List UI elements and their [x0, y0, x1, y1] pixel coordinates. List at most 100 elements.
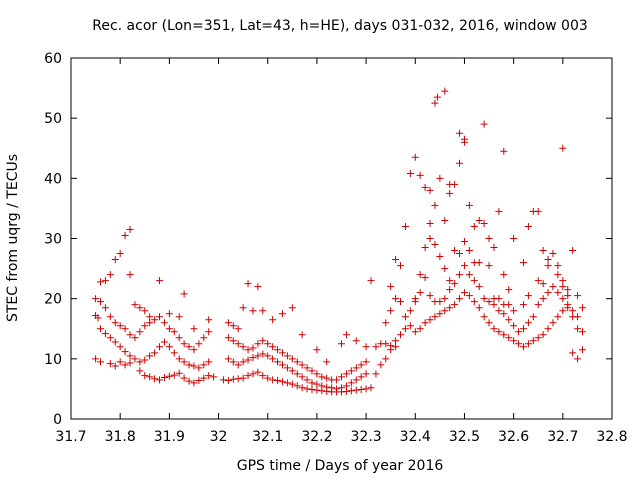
data-point	[421, 274, 429, 282]
data-point	[259, 307, 267, 315]
data-point	[475, 216, 483, 224]
data-point	[441, 87, 449, 95]
data-point	[131, 355, 139, 363]
data-point	[342, 382, 350, 390]
x-tick-label: 31.9	[154, 429, 185, 445]
data-point	[436, 253, 444, 261]
data-point	[549, 319, 557, 327]
data-point	[278, 349, 286, 357]
data-point	[529, 313, 537, 321]
data-point	[283, 379, 291, 387]
data-point	[136, 328, 144, 336]
data-point	[426, 186, 434, 194]
y-axis-label: STEC from uqrg / TECUs	[5, 154, 21, 322]
data-point	[451, 301, 459, 309]
data-point	[475, 283, 483, 291]
data-point	[274, 376, 282, 384]
data-point	[121, 361, 129, 369]
data-point	[534, 207, 542, 215]
data-point	[485, 235, 493, 242]
data-point	[323, 374, 331, 382]
data-point	[106, 313, 114, 321]
data-point	[524, 292, 532, 300]
data-point	[151, 375, 159, 383]
data-point	[151, 349, 159, 357]
data-point	[165, 372, 173, 380]
data-point	[426, 235, 434, 242]
data-point	[465, 271, 473, 279]
data-point	[141, 372, 149, 380]
data-point	[293, 382, 301, 390]
data-point	[175, 369, 183, 377]
data-point	[500, 147, 508, 155]
data-point	[146, 373, 154, 381]
data-point	[298, 373, 306, 381]
data-point	[539, 331, 547, 339]
data-point	[283, 352, 291, 360]
data-point	[195, 340, 203, 348]
data-point	[578, 346, 586, 354]
data-point	[441, 307, 449, 315]
data-point	[141, 322, 149, 330]
data-point	[126, 271, 134, 279]
data-point	[303, 376, 311, 384]
data-point	[559, 283, 567, 291]
y-tick-label: 0	[53, 412, 62, 428]
data-point	[446, 286, 454, 294]
data-point	[156, 376, 164, 384]
data-point	[259, 337, 267, 345]
data-point	[274, 358, 282, 366]
data-point	[505, 286, 513, 294]
data-point	[515, 340, 523, 348]
data-point	[416, 289, 424, 297]
x-tick-label: 32	[210, 429, 228, 445]
data-point	[190, 346, 198, 354]
data-point	[249, 354, 257, 362]
plot-frame	[70, 57, 613, 420]
data-point	[333, 385, 341, 393]
data-point	[470, 222, 478, 230]
data-point	[229, 337, 237, 345]
data-point	[416, 171, 424, 179]
data-point	[170, 328, 178, 336]
data-point	[234, 375, 242, 383]
data-point	[544, 256, 552, 264]
data-point	[338, 373, 345, 381]
data-point	[195, 364, 203, 372]
data-point	[185, 343, 193, 351]
data-point	[382, 340, 390, 348]
data-point	[431, 241, 439, 249]
data-point	[411, 295, 419, 303]
data-point	[433, 93, 441, 101]
data-point	[416, 325, 424, 333]
data-point	[544, 325, 552, 333]
data-point	[347, 367, 355, 375]
data-point	[480, 295, 488, 303]
y-tick-label: 40	[44, 171, 62, 187]
data-point	[421, 319, 429, 327]
data-point	[170, 349, 178, 357]
data-point	[574, 292, 582, 300]
data-point	[333, 376, 341, 384]
data-point	[239, 343, 247, 351]
data-point	[559, 144, 567, 152]
data-point	[205, 358, 213, 366]
data-point	[259, 350, 267, 358]
data-point	[431, 99, 439, 107]
data-point	[269, 376, 277, 384]
data-point	[554, 289, 562, 297]
data-point	[136, 358, 144, 366]
data-point	[460, 238, 468, 246]
data-point	[490, 325, 498, 333]
data-point	[559, 295, 567, 303]
data-point	[200, 361, 208, 369]
data-point	[441, 265, 449, 273]
data-point	[244, 280, 252, 288]
data-point	[362, 370, 370, 378]
data-point	[244, 356, 252, 364]
data-point	[146, 352, 154, 360]
data-point	[131, 301, 139, 309]
data-point	[392, 256, 400, 264]
data-point	[382, 319, 390, 327]
